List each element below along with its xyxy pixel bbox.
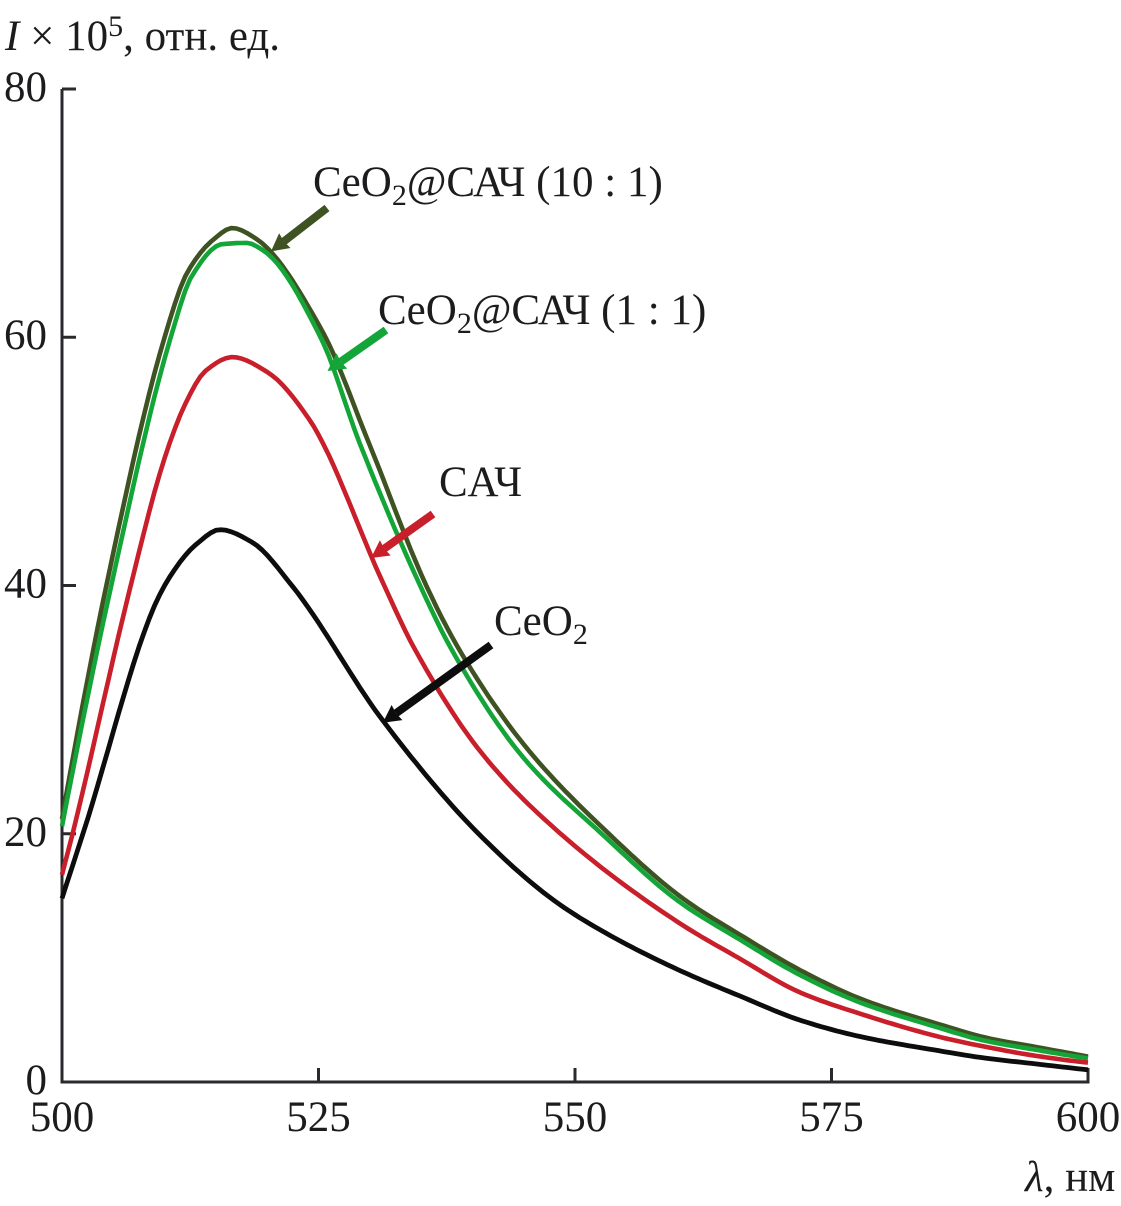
svg-text:575: 575 xyxy=(799,1094,864,1141)
svg-text:CeO2@САЧ (10 : 1): CeO2@САЧ (10 : 1) xyxy=(313,159,663,212)
svg-text:CeO2@САЧ (1 : 1): CeO2@САЧ (1 : 1) xyxy=(378,287,706,340)
svg-text:0: 0 xyxy=(26,1057,48,1104)
svg-text:550: 550 xyxy=(543,1094,608,1141)
svg-text:500: 500 xyxy=(30,1094,95,1141)
svg-text:80: 80 xyxy=(4,64,47,111)
svg-text:600: 600 xyxy=(1056,1094,1121,1141)
svg-text:I × 105, отн. ед.: I × 105, отн. ед. xyxy=(4,10,280,60)
svg-text:20: 20 xyxy=(4,809,47,856)
svg-text:λ, нм: λ, нм xyxy=(1023,1154,1115,1201)
svg-text:525: 525 xyxy=(286,1094,351,1141)
svg-text:CeO2: CeO2 xyxy=(494,598,588,651)
svg-text:САЧ: САЧ xyxy=(439,459,524,506)
svg-text:40: 40 xyxy=(4,561,47,608)
svg-text:60: 60 xyxy=(4,312,47,359)
